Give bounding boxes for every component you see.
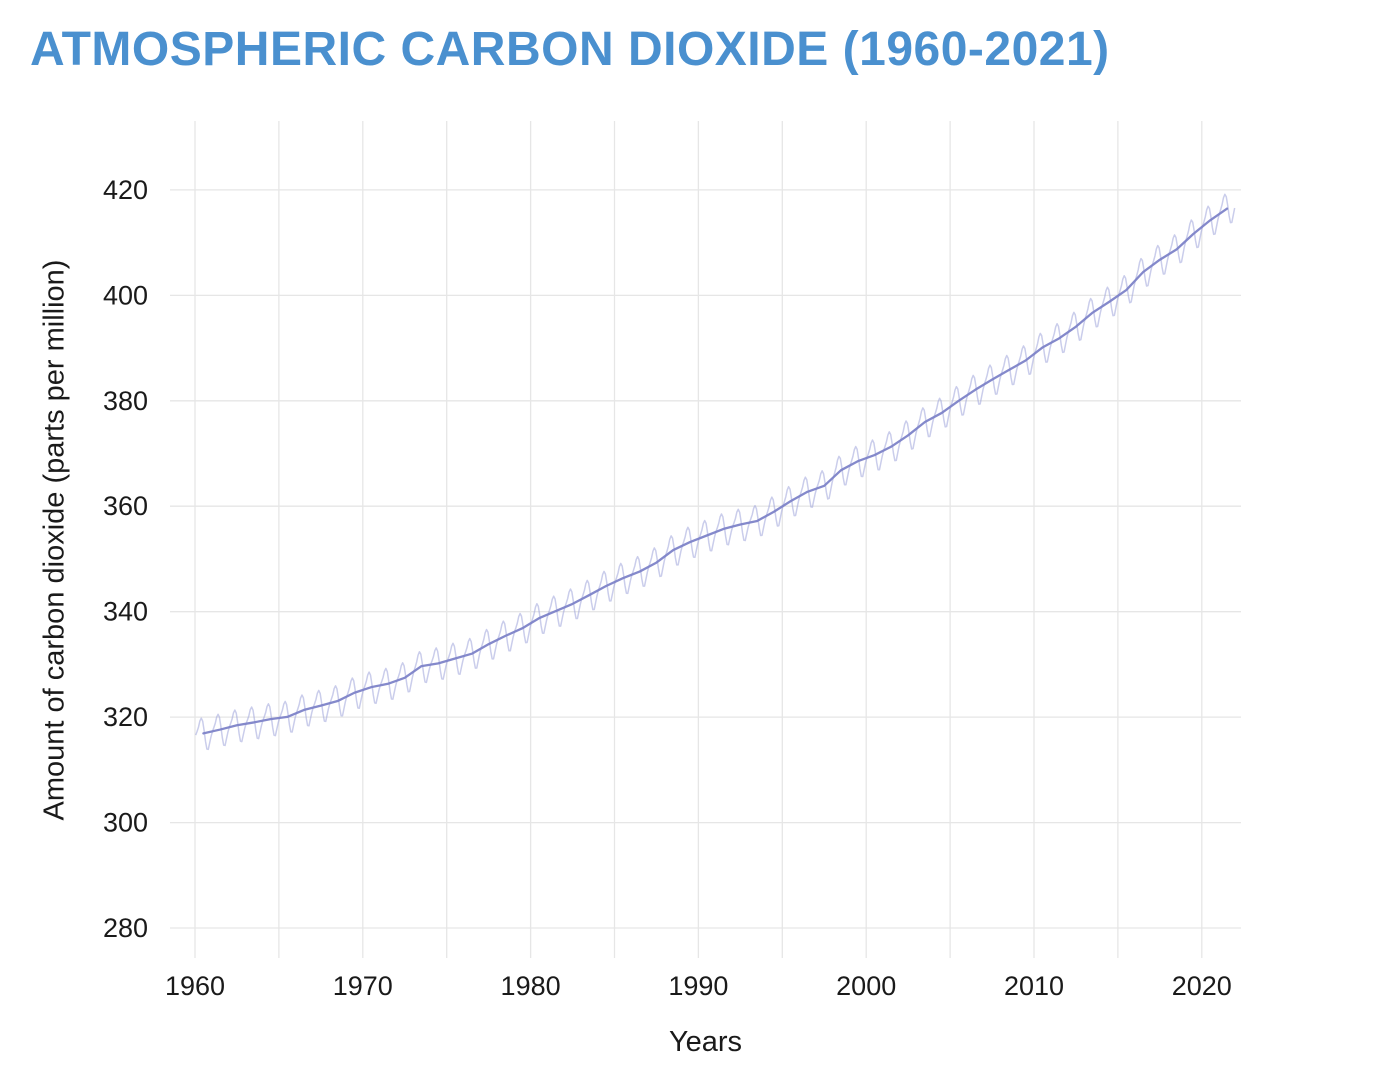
y-tick-label: 400 — [103, 280, 148, 310]
y-tick-label: 340 — [103, 597, 148, 627]
y-axis-label: Amount of carbon dioxide (parts per mill… — [38, 259, 71, 821]
x-tick-label: 2000 — [836, 971, 896, 1001]
annual-mean-trend-line — [202, 207, 1229, 735]
x-tick-label: 1990 — [668, 971, 728, 1001]
y-tick-label: 420 — [103, 175, 148, 205]
y-tick-label: 380 — [103, 386, 148, 416]
y-tick-label: 280 — [103, 913, 148, 943]
x-tick-label: 2010 — [1004, 971, 1064, 1001]
y-tick-label: 300 — [103, 808, 148, 838]
x-tick-label: 1980 — [501, 971, 561, 1001]
x-tick-label: 1970 — [333, 971, 393, 1001]
chart-title: ATMOSPHERIC CARBON DIOXIDE (1960-2021) — [30, 23, 1110, 76]
seasonal-co2-line — [194, 193, 1236, 751]
x-tick-label: 2020 — [1172, 971, 1232, 1001]
x-tick-label: 1960 — [165, 971, 225, 1001]
x-axis-label: Years — [668, 1026, 743, 1058]
y-tick-label: 360 — [103, 491, 148, 521]
y-tick-label: 320 — [103, 702, 148, 732]
